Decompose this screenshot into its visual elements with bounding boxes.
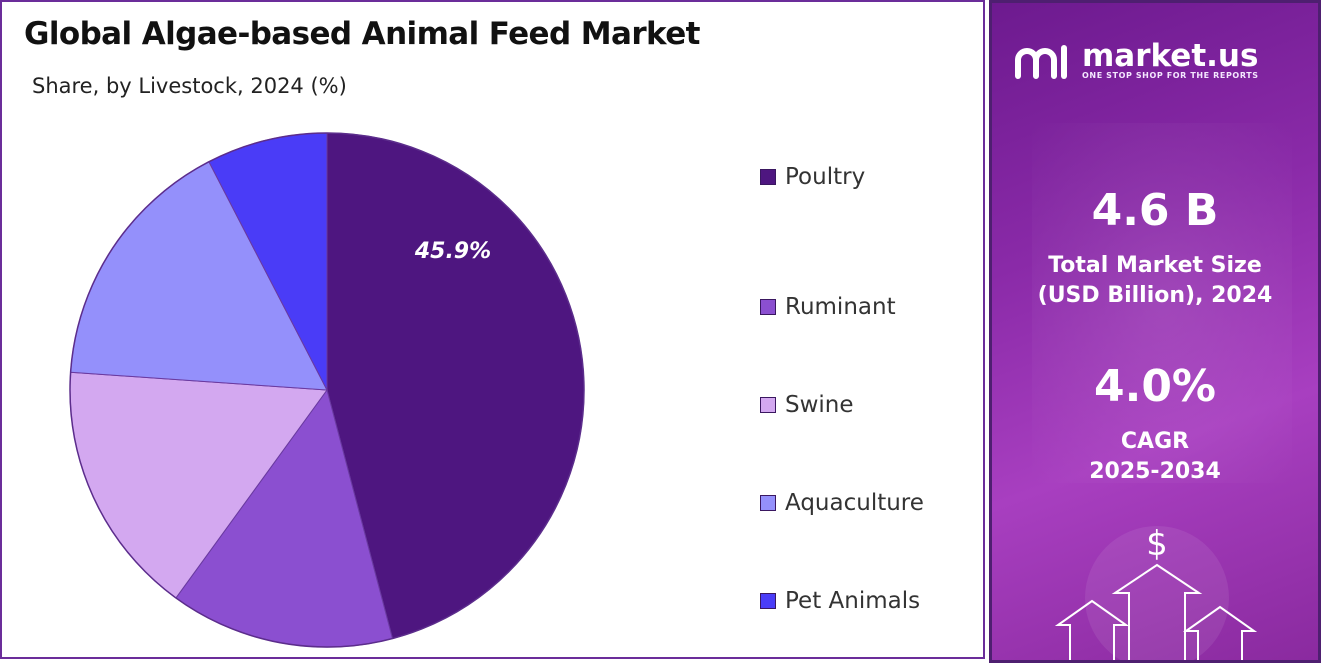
- pie-outline: [69, 132, 585, 648]
- market-size-label-line1: Total Market Size: [1048, 253, 1262, 278]
- chart-legend: Poultry Ruminant Swine Aquaculture Pet Anima…: [760, 160, 924, 650]
- legend-swatch-swine: [760, 397, 776, 413]
- legend-swatch-aquaculture: [760, 495, 776, 511]
- brand-tagline: ONE STOP SHOP FOR THE REPORTS: [1082, 71, 1259, 80]
- growth-arrows-icon: $: [1054, 524, 1258, 660]
- chart-title: Global Algae-based Animal Feed Market: [24, 16, 700, 52]
- cagr-value: 4.0%: [1093, 361, 1217, 412]
- legend-item-swine: Swine: [760, 356, 924, 454]
- legend-swatch-poultry: [760, 169, 776, 185]
- legend-item-pet-animals: Pet Animals: [760, 552, 924, 650]
- market-size-label-line2: (USD Billion), 2024: [1037, 283, 1273, 308]
- brand-logo-icon: [1015, 44, 1067, 79]
- chart-panel: Global Algae-based Animal Feed Market Sh…: [0, 0, 985, 659]
- dollar-sign: $: [1146, 524, 1168, 564]
- summary-sidebar: market.us ONE STOP SHOP FOR THE REPORTS …: [989, 0, 1321, 663]
- legend-label-ruminant: Ruminant: [785, 294, 896, 320]
- cagr-label-line2: 2025-2034: [1089, 459, 1221, 484]
- chart-subtitle: Share, by Livestock, 2024 (%): [32, 74, 347, 98]
- legend-swatch-pet-animals: [760, 593, 776, 609]
- background-glow: [1032, 123, 1292, 483]
- brand-name: market.us: [1082, 38, 1259, 74]
- legend-item-aquaculture: Aquaculture: [760, 454, 924, 552]
- brand-logo: market.us ONE STOP SHOP FOR THE REPORTS: [1014, 41, 1259, 80]
- legend-label-swine: Swine: [785, 392, 854, 418]
- data-label-poultry: 45.9%: [414, 239, 491, 264]
- market-size-value: 4.6 B: [1091, 185, 1219, 236]
- cagr-label-line1: CAGR: [1120, 429, 1190, 454]
- legend-label-aquaculture: Aquaculture: [785, 490, 924, 516]
- legend-label-pet-animals: Pet Animals: [785, 588, 921, 614]
- pie-chart: 45.9%: [69, 132, 585, 648]
- legend-item-poultry: Poultry: [760, 160, 924, 194]
- legend-item-ruminant: Ruminant: [760, 258, 924, 356]
- legend-swatch-ruminant: [760, 299, 776, 315]
- legend-label-poultry: Poultry: [785, 164, 866, 190]
